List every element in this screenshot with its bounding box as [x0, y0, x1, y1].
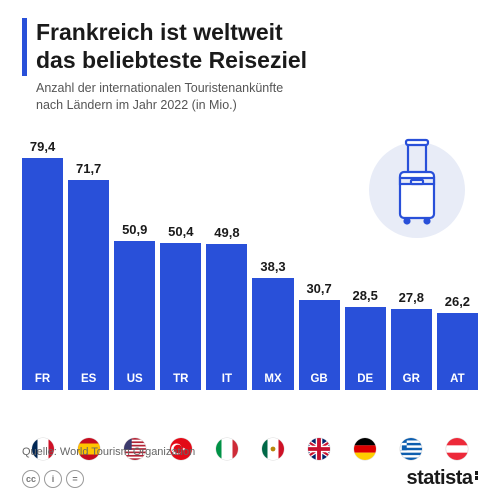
bar: AT — [437, 313, 478, 390]
bar-col-gr: 27,8 GR — [391, 290, 432, 390]
bar-value: 26,2 — [445, 294, 470, 309]
bar-value: 28,5 — [353, 288, 378, 303]
bar-col-fr: 79,4 FR — [22, 139, 63, 390]
bar-col-es: 71,7 ES — [68, 161, 109, 390]
bar-col-us: 50,9 US — [114, 222, 155, 390]
bar-value: 49,8 — [214, 225, 239, 240]
bar-value: 71,7 — [76, 161, 101, 176]
accent-bar — [22, 18, 27, 76]
flag-mx — [252, 438, 293, 460]
cc-by-icon: i — [44, 470, 62, 488]
bar: US — [114, 241, 155, 390]
chart-area: 79,4 FR 71,7 ES 50,9 US 50,4 TR 49,8 IT 38,3 MX 30,7… — [0, 122, 500, 432]
subtitle: Anzahl der internationalen Touristenankü… — [22, 80, 478, 114]
cc-nd-icon: = — [66, 470, 84, 488]
bar-code: DE — [357, 373, 373, 385]
bar: IT — [206, 244, 247, 390]
logo-mark — [475, 471, 479, 480]
bar-code: FR — [35, 373, 50, 385]
subtitle-line-2: nach Ländern im Jahr 2022 (in Mio.) — [36, 98, 237, 112]
flag-icon — [354, 438, 376, 460]
bar-code: TR — [173, 373, 188, 385]
flag-icon — [216, 438, 238, 460]
bar-code: US — [127, 373, 143, 385]
flag-icon — [446, 438, 468, 460]
bar-col-tr: 50,4 TR — [160, 224, 201, 390]
bar-code: MX — [264, 373, 281, 385]
flag-at — [437, 438, 478, 460]
bar-code: ES — [81, 373, 96, 385]
statista-logo: statista — [406, 467, 478, 490]
bar-col-it: 49,8 IT — [206, 225, 247, 390]
flag-icon — [308, 438, 330, 460]
flag-gb — [299, 438, 340, 460]
bar-col-mx: 38,3 MX — [252, 259, 293, 390]
flag-it — [206, 438, 247, 460]
flag-icon — [400, 438, 422, 460]
bar-code: GR — [403, 373, 420, 385]
flag-icon — [262, 438, 284, 460]
bar: DE — [345, 307, 386, 390]
bar-col-de: 28,5 DE — [345, 288, 386, 390]
page-title: Frankreich ist weltweit das beliebteste … — [22, 18, 478, 74]
logo-text: statista — [406, 467, 472, 490]
bar-value: 38,3 — [260, 259, 285, 274]
bar: ES — [68, 180, 109, 390]
bar: TR — [160, 243, 201, 390]
bar: FR — [22, 158, 63, 390]
bar-value: 27,8 — [399, 290, 424, 305]
header: Frankreich ist weltweit das beliebteste … — [0, 0, 500, 122]
bar-value: 79,4 — [30, 139, 55, 154]
cc-icon: cc — [22, 470, 40, 488]
bar: MX — [252, 278, 293, 390]
subtitle-line-1: Anzahl der internationalen Touristenankü… — [36, 81, 283, 95]
flag-de — [345, 438, 386, 460]
bar: GB — [299, 300, 340, 390]
bar: GR — [391, 309, 432, 390]
bar-value: 50,4 — [168, 224, 193, 239]
bar-code: IT — [222, 373, 232, 385]
bar-col-gb: 30,7 GB — [299, 281, 340, 390]
bar-value: 30,7 — [306, 281, 331, 296]
title-line-1: Frankreich ist weltweit — [36, 19, 283, 45]
source-label: Quelle: World Tourism Organization — [22, 446, 195, 458]
footer: cc i = statista — [22, 467, 478, 490]
cc-license-icons: cc i = — [22, 470, 84, 488]
bar-chart: 79,4 FR 71,7 ES 50,9 US 50,4 TR 49,8 IT 38,3 MX 30,7… — [22, 130, 478, 390]
title-line-2: das beliebteste Reiseziel — [36, 47, 307, 73]
bar-col-at: 26,2 AT — [437, 294, 478, 390]
bar-code: AT — [450, 373, 464, 385]
bar-code: GB — [310, 373, 327, 385]
bar-value: 50,9 — [122, 222, 147, 237]
flag-gr — [391, 438, 432, 460]
